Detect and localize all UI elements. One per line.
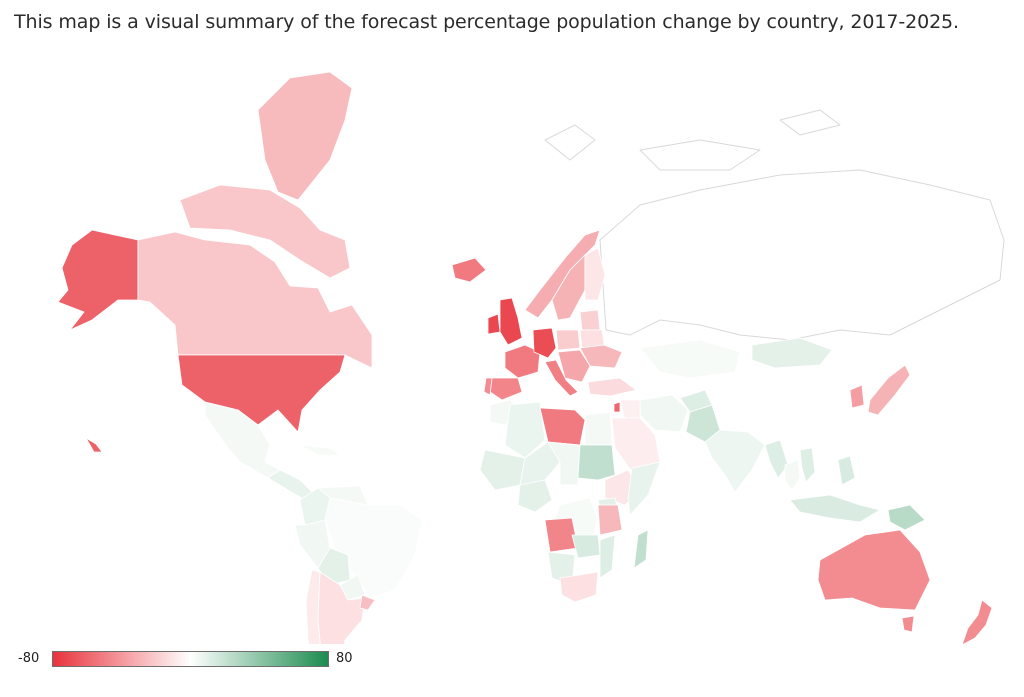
region-south-africa[interactable]	[559, 571, 599, 603]
region-png[interactable]	[887, 504, 926, 531]
region-argentina[interactable]	[317, 571, 366, 644]
region-greenland[interactable]	[257, 71, 353, 201]
region-vietnam[interactable]	[799, 447, 816, 483]
region-sudan[interactable]	[577, 444, 616, 481]
region-algeria[interactable]	[504, 401, 546, 459]
region-siberian-isles	[779, 109, 841, 136]
region-canadian-arctic[interactable]	[179, 184, 351, 279]
region-iceland[interactable]	[451, 257, 487, 283]
region-canada[interactable]	[137, 231, 373, 369]
legend-gradient-bar	[52, 651, 329, 667]
world-map	[57, 71, 1005, 644]
region-india[interactable]	[704, 429, 766, 493]
region-turkey[interactable]	[587, 377, 637, 397]
region-israel[interactable]	[613, 401, 621, 413]
region-balkans[interactable]	[557, 349, 591, 383]
region-russia-islands	[639, 139, 761, 171]
region-philippines[interactable]	[837, 455, 856, 486]
region-china[interactable]	[721, 364, 851, 449]
region-norway[interactable]	[524, 229, 601, 319]
region-iraq[interactable]	[619, 399, 641, 421]
region-nigeria[interactable]	[517, 479, 553, 513]
region-mozambique[interactable]	[599, 534, 616, 579]
region-korea[interactable]	[849, 384, 865, 409]
region-tanzania[interactable]	[597, 504, 623, 536]
region-chad[interactable]	[547, 441, 581, 486]
region-tasmania[interactable]	[901, 615, 915, 633]
region-usa[interactable]	[177, 354, 346, 433]
legend-min-label: -80	[18, 651, 40, 666]
legend-max-label: 80	[336, 651, 353, 666]
page-title: This map is a visual summary of the fore…	[14, 11, 959, 33]
region-kazakhstan[interactable]	[639, 339, 741, 379]
region-brazil[interactable]	[324, 497, 423, 599]
region-new-zealand[interactable]	[961, 599, 993, 644]
region-egypt[interactable]	[584, 411, 613, 447]
region-poland[interactable]	[555, 329, 581, 351]
region-niger[interactable]	[519, 441, 561, 486]
region-indonesia[interactable]	[789, 494, 881, 523]
region-somalia[interactable]	[627, 461, 661, 516]
region-zambia[interactable]	[571, 534, 601, 559]
region-hawaii[interactable]	[85, 437, 103, 453]
region-cuba[interactable]	[299, 444, 341, 456]
region-uk[interactable]	[499, 297, 523, 346]
region-japan[interactable]	[867, 364, 911, 416]
region-thailand[interactable]	[784, 459, 801, 491]
region-france[interactable]	[504, 344, 541, 379]
region-uruguay[interactable]	[359, 594, 376, 611]
region-australia[interactable]	[817, 529, 931, 611]
region-portugal[interactable]	[483, 377, 493, 396]
region-myanmar[interactable]	[764, 439, 789, 479]
region-russia-empty	[599, 169, 1005, 341]
region-madagascar[interactable]	[633, 529, 649, 569]
region-libya[interactable]	[539, 407, 586, 446]
region-spain[interactable]	[489, 377, 523, 401]
region-alaska[interactable]	[57, 229, 139, 331]
region-ireland[interactable]	[487, 313, 501, 335]
region-baltics[interactable]	[579, 309, 601, 331]
region-italy[interactable]	[544, 359, 579, 397]
region-germany[interactable]	[532, 327, 557, 359]
region-mongolia[interactable]	[751, 337, 833, 369]
region-finland[interactable]	[584, 247, 606, 301]
region-mali[interactable]	[479, 449, 526, 491]
region-svalbard	[544, 124, 596, 161]
